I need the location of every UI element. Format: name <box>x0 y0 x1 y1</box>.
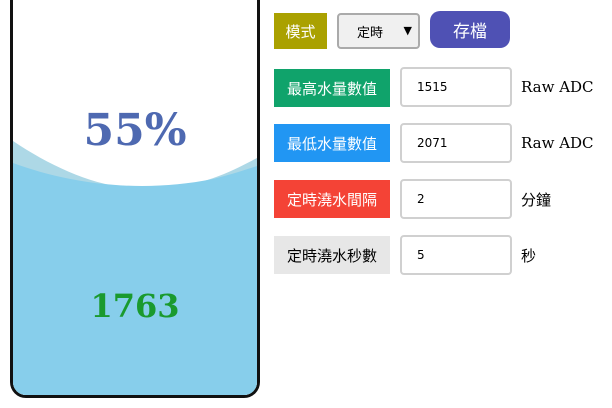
water-level-percent: 55% <box>83 105 187 156</box>
mode-select[interactable]: 定時 ▼ <box>337 13 420 49</box>
chevron-down-icon: ▼ <box>403 24 412 37</box>
duration-label: 定時澆水秒數 <box>274 236 390 274</box>
water-tank-gauge: 55% 1763 <box>10 0 260 398</box>
duration-unit: 秒 <box>521 246 537 265</box>
min-water-unit: Raw ADC <box>521 134 594 152</box>
sensor-reading: 1763 <box>90 287 180 325</box>
min-water-input[interactable]: 2071 <box>400 123 512 163</box>
duration-input[interactable]: 5 <box>400 235 512 275</box>
interval-input[interactable]: 2 <box>400 179 512 219</box>
interval-unit: 分鐘 <box>521 190 552 209</box>
water-fill <box>13 163 257 395</box>
min-water-label: 最低水量數值 <box>274 124 390 162</box>
save-button[interactable]: 存檔 <box>430 11 510 48</box>
mode-label: 模式 <box>274 13 327 49</box>
interval-label: 定時澆水間隔 <box>274 180 390 218</box>
max-water-input[interactable]: 1515 <box>400 67 512 107</box>
mode-select-value: 定時 <box>357 25 384 41</box>
water-level-graphic <box>13 141 257 395</box>
max-water-label: 最高水量數值 <box>274 69 390 107</box>
max-water-unit: Raw ADC <box>521 78 594 96</box>
